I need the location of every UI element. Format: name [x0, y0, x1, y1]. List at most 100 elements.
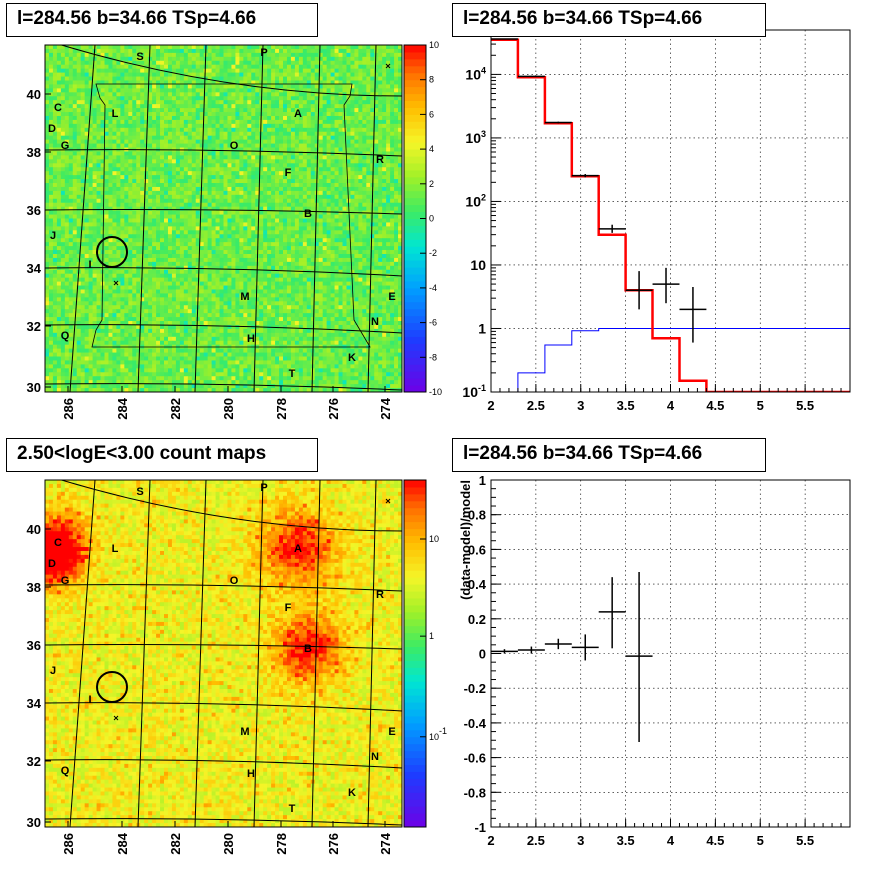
colorbar-tl: -10 -8 -6 -4 -2 0 2 4 6 8 10: [403, 40, 442, 397]
data-point: [571, 174, 599, 178]
y-tick-label: -0.2: [464, 681, 486, 696]
x-tick-label: 2.5: [527, 398, 545, 413]
residual-point: [491, 649, 518, 654]
y-tick-label: 1: [479, 473, 486, 488]
residual-point: [571, 634, 599, 661]
lat-line-3: [45, 267, 402, 277]
source-label-C: C: [54, 102, 62, 114]
source-label-F: F: [285, 167, 292, 179]
panel-title-top-left: l=284.56 b=34.66 TSp=4.66: [6, 3, 318, 37]
y-tick-label: 30: [27, 380, 41, 395]
target-circle: [96, 236, 128, 268]
y-tick-label: 32: [27, 754, 41, 769]
data-point: [652, 267, 680, 304]
source-label-O: O: [230, 575, 239, 587]
data-point: [491, 38, 518, 40]
y-tick-label: 1: [478, 320, 486, 336]
lon-line-5: [367, 45, 377, 392]
panel-bottom-left-countmap: S P C L A DG O R F B J I M E N Q H K T 286 284 282 280 278 276 27…: [27, 479, 447, 855]
corner-cross: [385, 63, 391, 69]
source-label-D: D: [48, 558, 56, 570]
lat-line-1: [45, 149, 402, 157]
x-tick-label: 282: [168, 398, 183, 420]
y-tick-label: -1: [474, 820, 486, 835]
data-point: [544, 121, 572, 124]
y-tick-label: 103: [465, 129, 486, 146]
y-tick-label: 0.8: [468, 508, 486, 523]
spectrum-curves: [491, 38, 850, 392]
x-tick-label: 278: [274, 833, 289, 855]
map-frame-bl: [44, 479, 403, 828]
source-label-Q: Q: [61, 330, 70, 342]
lon-line-1: [137, 480, 151, 827]
source-label-N: N: [371, 316, 379, 328]
residual-points: [491, 571, 653, 742]
residual-grid: [491, 480, 850, 827]
source-label-I: I: [88, 694, 91, 706]
source-label-K: K: [348, 787, 356, 799]
lat-line-2: [45, 644, 402, 650]
y-axis-label: (data-model)/model: [458, 480, 473, 600]
colorbar-tick-label: -10: [429, 387, 442, 397]
lon-line-4: [311, 45, 321, 392]
x-tick-label: 284: [115, 397, 130, 419]
panel-title-bottom-left: 2.50<logE<3.00 count maps: [6, 438, 318, 472]
y-tick-label: 40: [27, 522, 41, 537]
x-tick-label: 5: [757, 833, 764, 848]
y-tick-label: 0: [479, 647, 486, 662]
residual-point: [625, 571, 653, 742]
y-tick-label: 36: [27, 638, 41, 653]
source-label-M: M: [240, 291, 249, 303]
source-label-P: P: [260, 482, 267, 494]
series-blue-background: [517, 328, 850, 392]
data-point: [625, 271, 653, 310]
source-label-F: F: [285, 602, 292, 614]
panel-title-bottom-right: l=284.56 b=34.66 TSp=4.66: [452, 438, 766, 472]
x-tick-label: 2: [487, 833, 494, 848]
data-point: [679, 286, 707, 343]
source-label-A: A: [294, 108, 302, 120]
residual-point: [598, 577, 626, 649]
map-grid-bl: [45, 480, 402, 827]
y-tick-label: 34: [27, 261, 42, 276]
colorbar-tick-label: 2: [429, 179, 434, 189]
spectrum-grid: [491, 30, 850, 392]
source-label-L: L: [112, 543, 119, 555]
source-label-H: H: [247, 768, 255, 780]
target-cross: [113, 280, 119, 286]
panel-top-right-spectrum: 2 2.5 3 3.5 4 4.5 5 5.5 10-1 1 10 102 103 104: [462, 29, 851, 413]
x-tick-label: 3: [577, 398, 584, 413]
y-tick-label: 0.4: [468, 577, 487, 592]
source-label-E: E: [388, 291, 395, 303]
source-label-G: G: [61, 140, 70, 152]
y-tick-label: -0.4: [464, 716, 487, 731]
x-tick-label: 5: [757, 398, 764, 413]
source-label-I: I: [88, 259, 91, 271]
residual-point: [544, 638, 572, 650]
lat-line-5: [45, 383, 402, 391]
lon-line-2: [194, 45, 207, 392]
y-tick-label: 0.2: [468, 612, 486, 627]
colorbar-tick-label: 10: [429, 40, 439, 50]
x-tick-label: 2.5: [527, 833, 545, 848]
colorbar-tick-label: -8: [429, 352, 437, 362]
lon-line-0: [69, 45, 96, 392]
roi-boundary: [91, 83, 371, 348]
lat-line-5: [45, 818, 402, 826]
x-tick-label: 2: [487, 398, 494, 413]
source-label-G: G: [61, 575, 70, 587]
map-frame-tl: [44, 44, 403, 393]
source-label-E: E: [388, 726, 395, 738]
y-tick-label: 40: [27, 87, 41, 102]
x-tick-label: 5.5: [796, 833, 814, 848]
map-pixels-tl: [45, 45, 402, 392]
lat-line-1: [45, 584, 402, 592]
lon-line-3: [253, 45, 264, 392]
x-tick-label: 286: [61, 833, 76, 855]
lat-line-4: [45, 759, 402, 769]
lon-line-5: [367, 480, 377, 827]
lon-line-1: [137, 45, 151, 392]
y-tick-label: 30: [27, 815, 41, 830]
corner-cross: [385, 498, 391, 504]
